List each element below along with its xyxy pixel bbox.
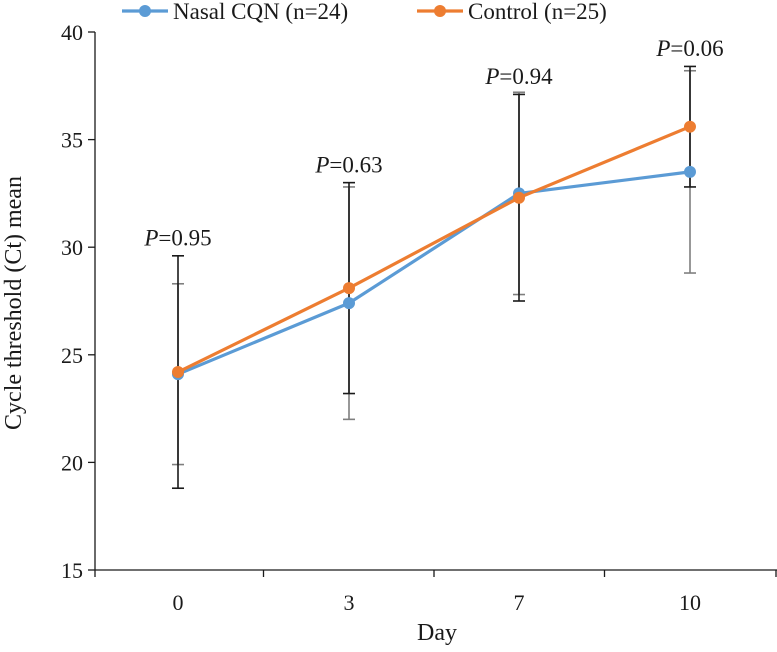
y-axis-title: Cycle threshold (Ct) mean bbox=[1, 176, 27, 430]
series-line-nasal bbox=[177, 170, 691, 376]
legend-item: Control (n=25) bbox=[417, 0, 607, 24]
y-tick-label: 20 bbox=[61, 450, 83, 475]
x-tick-label: 0 bbox=[173, 590, 184, 615]
legend-label: Nasal CQN (n=24) bbox=[173, 0, 348, 24]
legend-swatch-marker bbox=[434, 5, 446, 17]
legend-label: Control (n=25) bbox=[468, 0, 607, 24]
data-point-control bbox=[684, 120, 696, 133]
data-point-control bbox=[343, 282, 355, 295]
data-point-control bbox=[172, 366, 184, 379]
x-axis-title: Day bbox=[417, 620, 457, 646]
legend-item: Nasal CQN (n=24) bbox=[122, 0, 348, 24]
x-tick-label: 3 bbox=[344, 590, 355, 615]
p-value-label: P=0.06 bbox=[655, 36, 723, 61]
p-value-label: P=0.63 bbox=[314, 152, 382, 177]
p-value-label: P=0.94 bbox=[484, 64, 553, 89]
y-tick-label: 15 bbox=[61, 558, 83, 583]
legend-swatch-marker bbox=[139, 5, 151, 17]
data-point-nasal bbox=[343, 297, 355, 310]
y-tick-label: 25 bbox=[61, 343, 83, 368]
series-line-control bbox=[177, 125, 691, 374]
y-tick-label: 30 bbox=[61, 235, 83, 260]
p-value-label: P=0.95 bbox=[143, 226, 211, 251]
x-tick-label: 7 bbox=[514, 590, 525, 615]
y-tick-label: 35 bbox=[61, 128, 83, 153]
data-point-control bbox=[513, 191, 525, 204]
data-point-nasal bbox=[684, 165, 696, 178]
y-tick-label: 40 bbox=[61, 20, 83, 45]
x-tick-label: 10 bbox=[679, 590, 701, 615]
